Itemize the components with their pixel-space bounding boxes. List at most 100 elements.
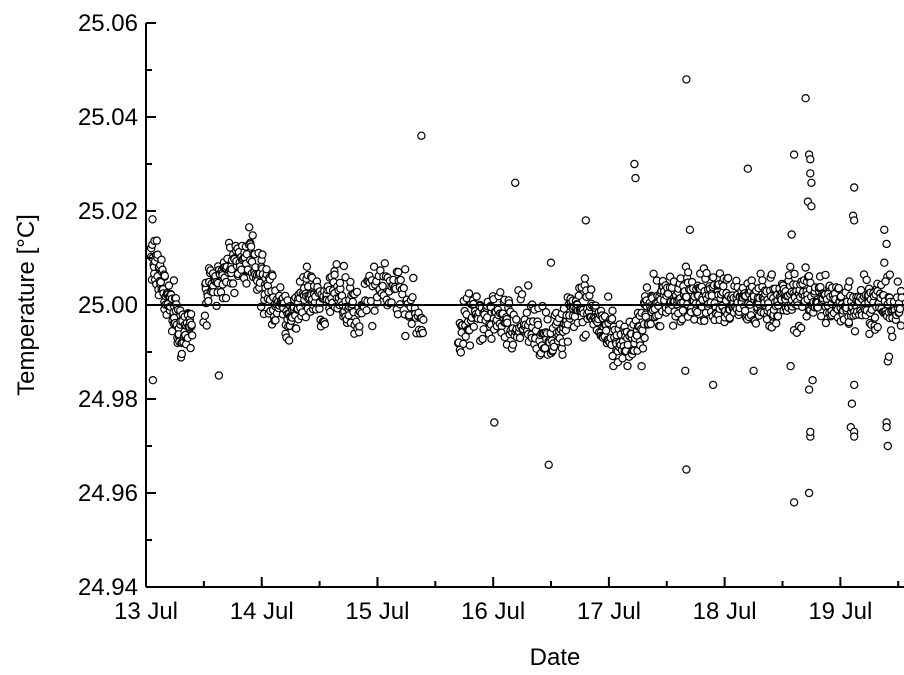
y-tick-label: 25.00 bbox=[78, 292, 138, 319]
data-point bbox=[807, 156, 814, 163]
data-point bbox=[203, 322, 210, 329]
data-point bbox=[381, 260, 388, 267]
data-point bbox=[336, 279, 343, 286]
data-point bbox=[371, 307, 378, 314]
data-point bbox=[657, 323, 664, 330]
data-point bbox=[884, 442, 891, 449]
x-tick-label: 17 Jul bbox=[577, 598, 641, 625]
data-point bbox=[512, 179, 519, 186]
data-point bbox=[158, 256, 165, 263]
data-point bbox=[149, 216, 156, 223]
data-point bbox=[331, 271, 338, 278]
data-point bbox=[791, 499, 798, 506]
data-point bbox=[277, 284, 284, 291]
data-point bbox=[582, 217, 589, 224]
y-axis-title: Temperature [°C] bbox=[13, 214, 40, 396]
data-point bbox=[863, 276, 870, 283]
data-point bbox=[363, 307, 370, 314]
data-point bbox=[149, 377, 156, 384]
data-point bbox=[188, 321, 195, 328]
data-point bbox=[509, 341, 516, 348]
y-tick-label: 24.96 bbox=[78, 480, 138, 507]
data-point bbox=[609, 307, 616, 314]
data-point bbox=[609, 315, 616, 322]
data-point bbox=[215, 372, 222, 379]
data-point bbox=[807, 428, 814, 435]
data-point bbox=[379, 282, 386, 289]
data-point bbox=[321, 321, 328, 328]
data-point bbox=[519, 291, 526, 298]
data-point bbox=[759, 277, 766, 284]
data-point bbox=[231, 289, 238, 296]
data-point bbox=[564, 338, 571, 345]
data-point bbox=[201, 312, 208, 319]
data-point bbox=[808, 179, 815, 186]
data-point bbox=[632, 175, 639, 182]
data-point bbox=[243, 280, 250, 287]
data-point bbox=[340, 262, 347, 269]
data-point bbox=[848, 400, 855, 407]
data-point bbox=[886, 271, 893, 278]
data-point bbox=[581, 275, 588, 282]
data-point bbox=[774, 313, 781, 320]
data-points-layer bbox=[148, 76, 904, 506]
data-point bbox=[170, 277, 177, 284]
data-point bbox=[544, 316, 551, 323]
data-point bbox=[685, 269, 692, 276]
data-point bbox=[835, 285, 842, 292]
data-point bbox=[402, 266, 409, 273]
data-point bbox=[883, 424, 890, 431]
data-point bbox=[851, 381, 858, 388]
data-point bbox=[802, 264, 809, 271]
y-tick-label: 25.04 bbox=[78, 104, 138, 131]
data-point bbox=[885, 353, 892, 360]
data-point bbox=[805, 273, 812, 280]
data-point bbox=[419, 329, 426, 336]
data-point bbox=[798, 324, 805, 331]
data-point bbox=[679, 307, 686, 314]
data-point bbox=[896, 305, 903, 312]
data-point bbox=[420, 316, 427, 323]
data-point bbox=[523, 309, 530, 316]
data-point bbox=[881, 226, 888, 233]
data-point bbox=[418, 132, 425, 139]
data-point bbox=[588, 286, 595, 293]
data-point bbox=[356, 323, 363, 330]
data-point bbox=[303, 263, 310, 270]
data-point bbox=[259, 251, 266, 258]
data-point bbox=[603, 327, 610, 334]
x-tick-label: 14 Jul bbox=[230, 598, 294, 625]
data-point bbox=[189, 332, 196, 339]
data-point bbox=[605, 293, 612, 300]
data-point bbox=[686, 226, 693, 233]
data-point bbox=[631, 160, 638, 167]
data-point bbox=[222, 295, 229, 302]
data-point bbox=[851, 217, 858, 224]
data-point bbox=[787, 363, 794, 370]
data-point bbox=[230, 280, 237, 287]
data-point bbox=[400, 285, 407, 292]
data-point bbox=[293, 325, 300, 332]
data-point bbox=[791, 151, 798, 158]
data-point bbox=[638, 363, 645, 370]
data-point bbox=[249, 232, 256, 239]
data-point bbox=[806, 386, 813, 393]
data-point bbox=[465, 290, 472, 297]
x-tick-label: 18 Jul bbox=[693, 598, 757, 625]
data-point bbox=[484, 314, 491, 321]
data-point bbox=[639, 345, 646, 352]
data-point bbox=[516, 334, 523, 341]
data-point bbox=[395, 269, 402, 276]
data-point bbox=[547, 259, 554, 266]
data-point bbox=[647, 320, 654, 327]
data-point bbox=[791, 270, 798, 277]
data-point bbox=[497, 289, 504, 296]
y-tick-label: 25.06 bbox=[78, 10, 138, 37]
data-point bbox=[874, 324, 881, 331]
data-point bbox=[525, 282, 532, 289]
data-point bbox=[559, 351, 566, 358]
data-point bbox=[898, 294, 904, 301]
data-point bbox=[807, 170, 814, 177]
